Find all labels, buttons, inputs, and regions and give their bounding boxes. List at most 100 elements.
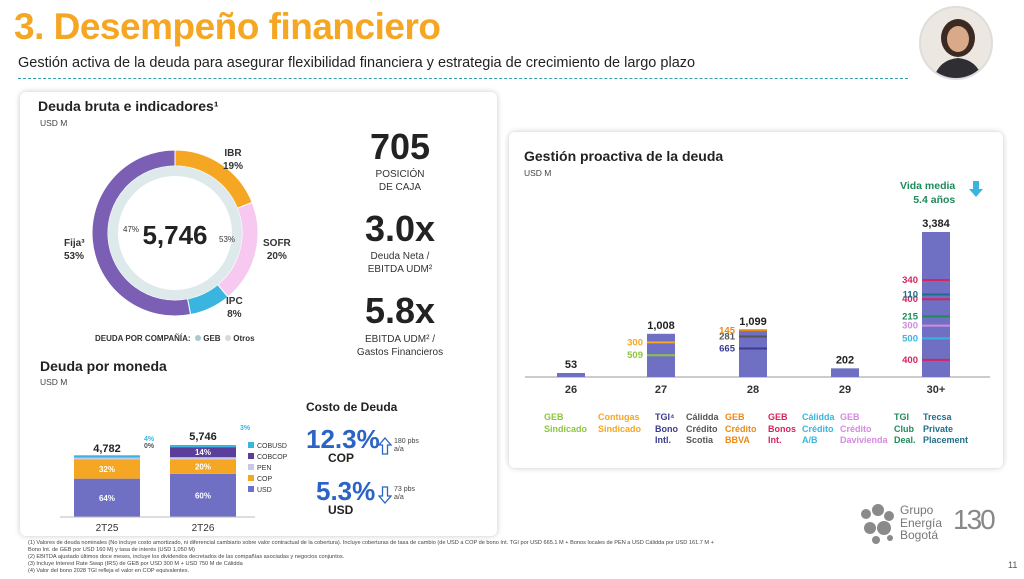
page-subtitle: Gestión activa de la deuda para asegurar… [18,55,696,71]
maturity-value-label: 202 [836,354,854,366]
currency-legend-swatch [248,475,254,481]
currency-bar-segment [74,459,140,479]
currency-bar-segment [170,457,236,460]
kpi-cash-label: POSICIÓN DE CAJA [375,169,425,193]
kpi-leverage-value: 3.0x [364,208,436,249]
maturity-segment-label: 400 [902,294,918,305]
currency-category-label: 2T26 [192,523,215,534]
currency-bar-segment [74,478,140,517]
maturity-issuer-label: GEB Bonos Int. [768,412,796,446]
donut-inner-left-pct: 47% [123,225,140,234]
debt-donut-chart [91,149,259,317]
maturity-segment-label: 281 [719,331,736,342]
maturity-segment-label: 215 [902,311,919,322]
maturity-value-label: 1,008 [647,320,675,332]
currency-outside-label: 0% [144,443,155,450]
donut-center [120,178,230,288]
cost-cop-label: COP [328,451,355,465]
kpi-coverage-label: EBITDA UDM² / Gastos Financieros [356,334,444,358]
cost-usd-bps: 73 pbs a/a [394,486,416,502]
maturity-issuer-label: Cálidda Crédito Scotia [686,412,719,446]
cost-usd-label: USD [328,503,354,517]
maturity-segment-label: 340 [902,275,918,286]
footnote-1b: Bono Int. de GEB por USD 160 M) y tasa d… [28,547,195,553]
currency-legend-label: COBCOP [257,454,288,461]
segment-label-ibr: IBR 19% [223,148,244,172]
maturity-bar [831,368,859,377]
footnote-2: (2) EBITDA ajustado últimos doce meses, … [28,554,345,560]
geb-logo-icon [861,504,894,544]
currency-chart-unit: USD M [40,377,68,387]
maturity-issuer-label: Contugas Sindicado [598,412,642,434]
maturity-bar [739,329,767,377]
logo-text: Grupo Energía Bogotá [900,503,943,543]
maturity-issuer-label: Trecsa Private Placement [923,412,969,446]
kpi-coverage-value: 5.8x [364,290,436,331]
vida-media: Vida media 5.4 años [900,180,956,206]
maturity-segment-label: 665 [719,344,736,355]
currency-segment-label: 14% [195,448,211,457]
maturity-segment-label: 110 [903,290,918,301]
company-legend: DEUDA POR COMPAÑÍA: GEB Otros [95,334,255,343]
currency-bar-segment [170,447,236,458]
cost-cop-bps: 180 pbs a/a [394,438,419,454]
maturity-segment-label: 500 [902,333,918,344]
currency-legend-label: COBUSD [257,443,287,450]
maturity-segment-label: 300 [902,321,918,332]
maturity-segment-label: 509 [627,350,643,361]
maturity-issuer-label: GEB Crédito Davivienda [840,412,888,446]
arrow-up-icon [378,437,392,455]
cost-cop-rate: 12.3% [306,424,380,454]
maturity-category-label: 26 [565,384,577,396]
currency-chart-title: Deuda por moneda [40,358,167,374]
currency-segment-label: 20% [195,463,211,472]
currency-legend-swatch [248,464,254,470]
maturity-segment-label: 145 [719,325,736,336]
maturity-bar [557,373,585,377]
maturity-category-label: 28 [747,384,759,396]
maturity-bar [922,232,950,377]
maturity-issuer-label: GEB Sindicado [544,412,588,434]
currency-legend-swatch [248,486,254,492]
maturity-issuer-label: TGI⁴ Bono Intl. [655,412,678,446]
maturity-value-label: 1,099 [739,316,767,328]
currency-outside-label: 4% [144,436,155,443]
debt-card-unit: USD M [40,118,68,128]
maturity-issuer-label: TGI Club Deal. [894,412,916,446]
page-number: 11 [1008,560,1018,570]
maturity-chart-title: Gestión proactiva de la deuda [524,148,724,164]
segment-label-ipc: IPC 8% [226,296,243,320]
maturity-segment-label: 300 [627,337,643,348]
footnote-3: (3) Incluye Interest Rate Swap (IRS) de … [28,561,243,567]
arrow-down-icon [378,486,392,504]
maturity-value-label: 53 [565,359,577,371]
footnote-4: (4) Valor del bono 2028 TGI refleja el v… [28,568,190,574]
kpi-cash-value: 705 [369,126,431,167]
kpi-leverage-label: Deuda Neta / EBITDA UDM² [367,251,433,275]
currency-bar-segment [74,457,140,460]
segment-label-fija: Fija³ 53% [64,238,85,262]
currency-segment-label: 64% [99,494,115,503]
arrow-down-icon [969,181,983,197]
maturity-issuer-label: Cálidda Crédito A/B [802,412,835,446]
anniversary-logo: 130 [953,504,996,535]
currency-category-label: 2T25 [96,523,119,534]
header-divider [18,78,908,79]
maturity-issuer-label: GEB Crédito BBVA [725,412,757,446]
footnote-1: (1) Valores de deuda nominales (No inclu… [28,540,714,546]
currency-legend-swatch [248,442,254,448]
maturity-chart-unit: USD M [524,168,552,178]
page-title: 3. Desempeño financiero [14,6,441,47]
presenter-avatar [919,6,993,80]
currency-segment-label: 60% [195,491,211,500]
currency-total-label: 4,782 [93,443,121,455]
currency-legend-label: USD [257,487,272,494]
currency-legend-label: PEN [257,465,271,472]
legend-dot-geb [195,335,202,341]
currency-bar-segment [170,445,236,448]
currency-bar-segment [74,455,140,458]
maturity-card [509,132,1003,468]
donut-inner-right-pct: 53% [219,235,236,244]
maturity-value-label: 3,384 [922,218,950,230]
